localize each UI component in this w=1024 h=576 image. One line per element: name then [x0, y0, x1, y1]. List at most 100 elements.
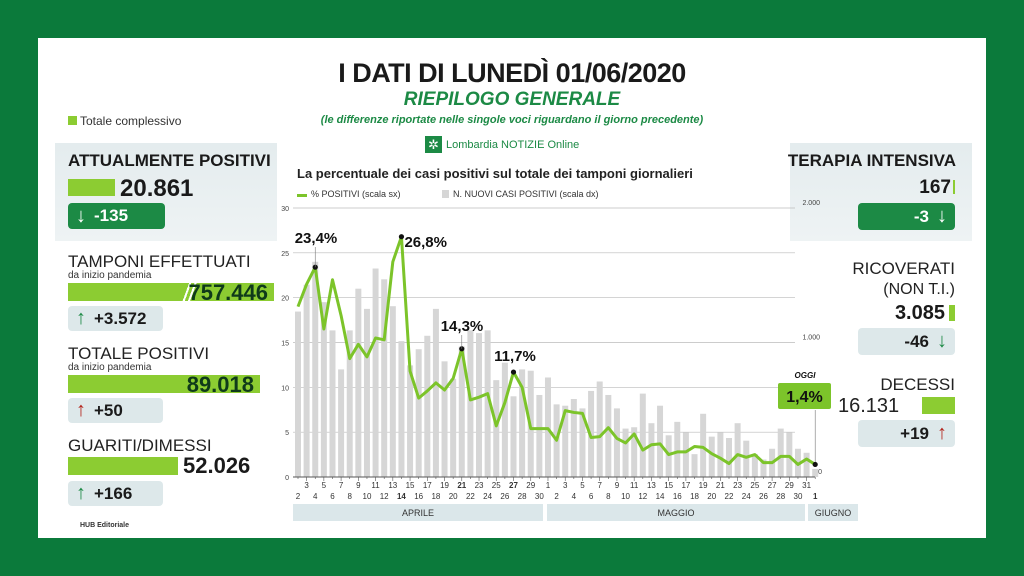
arrow-up-icon: ↑: [76, 482, 86, 504]
case-bar: [726, 437, 732, 477]
case-bar: [665, 435, 672, 477]
day-label: 6: [589, 492, 594, 501]
month-label: GIUGNO: [815, 508, 852, 518]
delta-value: +50: [94, 400, 123, 420]
case-bar: [484, 330, 491, 477]
case-bar: [657, 405, 664, 477]
day-label: 31: [802, 481, 811, 490]
peak-label: 11,7%: [494, 348, 536, 365]
legend-total-label: Totale complessivo: [80, 114, 182, 128]
case-bar: [708, 436, 715, 477]
day-label: 7: [339, 481, 344, 490]
arrow-down-icon: ↓: [76, 204, 86, 227]
case-bar: [760, 459, 767, 477]
tamponi-label: TAMPONI EFFETTUATI: [68, 252, 251, 271]
day-label: 5: [322, 481, 327, 490]
case-bar: [734, 423, 741, 477]
ricoverati-label-2: (NON T.I.): [883, 281, 955, 298]
today-dot: [812, 461, 818, 468]
case-bar: [691, 454, 698, 477]
y-left-tick: 0: [285, 475, 289, 482]
guariti-delta: ↑ +166: [68, 481, 163, 506]
month-label: MAGGIO: [657, 508, 694, 518]
brand-logo-icon: ✲: [425, 136, 442, 153]
y-left-tick: 30: [281, 206, 289, 213]
case-bar: [389, 306, 396, 477]
case-bar: [613, 408, 620, 477]
day-label: 29: [785, 481, 794, 490]
case-bar: [717, 432, 724, 477]
day-label: 21: [716, 481, 725, 490]
tamponi-delta: ↑ +3.572: [68, 306, 163, 331]
day-label: 17: [681, 481, 690, 490]
ricoverati-label: RICOVERATI: [852, 259, 955, 278]
day-label: 26: [500, 492, 509, 501]
day-label: 30: [794, 492, 803, 501]
day-label: 16: [673, 492, 682, 501]
day-label: 15: [664, 481, 673, 490]
tamponi-bar: [68, 283, 274, 301]
totale-sub: da inizio pandemia: [68, 362, 152, 373]
day-label: 15: [406, 481, 415, 490]
case-bar: [596, 381, 603, 477]
case-bar: [510, 396, 517, 477]
ricoverati-value: 3.085: [894, 302, 945, 324]
case-bar: [441, 361, 448, 477]
case-bar: [407, 365, 414, 477]
case-bar: [631, 427, 638, 477]
arrow-down-icon: ↓: [937, 205, 947, 227]
day-label: 5: [580, 481, 585, 490]
case-bar: [648, 423, 655, 477]
day-label: 4: [572, 492, 577, 501]
case-bar: [424, 335, 431, 477]
positivity-line: [296, 235, 816, 466]
totale-delta: ↑ +50: [68, 398, 163, 423]
brand-name: Lombardia NOTIZIE Online: [446, 139, 580, 151]
month-label: APRILE: [402, 508, 434, 518]
case-bar: [700, 413, 707, 477]
delta-value: -3: [913, 206, 929, 226]
case-bar: [639, 393, 646, 477]
day-label: 18: [690, 492, 699, 501]
day-label: 23: [733, 481, 742, 490]
legend-bar-swatch: [442, 190, 449, 198]
peak-dot: [510, 369, 517, 375]
peak-label: 26,8%: [404, 234, 447, 251]
day-label: 10: [363, 492, 372, 501]
guariti-label: GUARITI/DIMESSI: [68, 436, 212, 455]
y-left-tick: 5: [285, 430, 289, 437]
day-label: 20: [707, 492, 716, 501]
case-bar: [346, 330, 353, 477]
day-label: 8: [347, 492, 352, 501]
decessi-bar: [922, 397, 955, 414]
tamponi-sub: da inizio pandemia: [68, 270, 152, 281]
legend-swatch: [68, 116, 77, 125]
delta-value: +166: [94, 483, 133, 503]
day-label: 28: [776, 492, 785, 501]
day-label: 11: [630, 481, 639, 490]
day-label: 11: [371, 481, 380, 490]
day-label: 13: [647, 481, 656, 490]
totale-value: 89.018: [186, 372, 254, 397]
day-label: 13: [388, 481, 397, 490]
day-label: 1: [546, 481, 551, 490]
day-label: 6: [330, 492, 335, 501]
day-label: 19: [440, 481, 449, 490]
case-bar: [743, 440, 750, 477]
today-value: 1,4%: [786, 389, 822, 406]
case-bar: [476, 333, 483, 477]
arrow-up-icon: ↑: [76, 399, 86, 421]
case-bar: [329, 330, 336, 477]
case-bar: [303, 284, 310, 477]
ricoverati-bar: [949, 305, 955, 321]
case-bar: [398, 341, 405, 477]
delta-value: -135: [94, 206, 129, 225]
day-label: 1: [813, 492, 818, 501]
y-left-tick: 10: [281, 385, 289, 392]
case-bar: [622, 428, 629, 477]
day-label: 14: [397, 492, 406, 501]
footer-credit: HUB Editoriale: [80, 522, 130, 529]
day-label: 23: [475, 481, 484, 490]
terapia-delta: -3 ↓: [858, 203, 955, 230]
